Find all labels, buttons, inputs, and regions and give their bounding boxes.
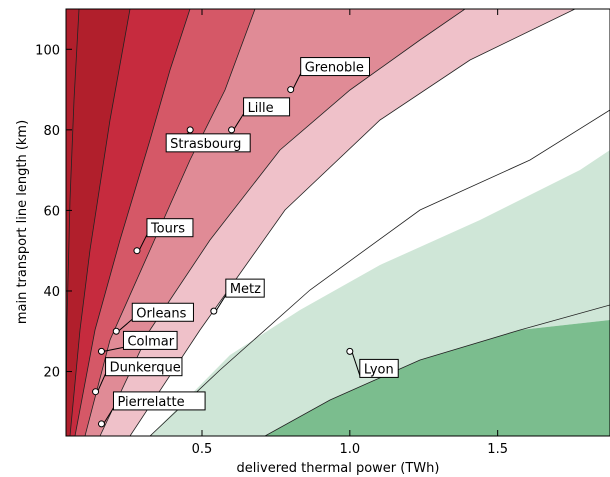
city-arrow: [292, 73, 302, 90]
contour-line-5: [129, 9, 576, 436]
x-axis: 0.5 1.0 1.5: [192, 9, 508, 457]
city-arrow: [117, 318, 133, 332]
contour-band-1: [66, 9, 130, 436]
y-tick-label: 40: [43, 285, 60, 300]
contour-line-6: [149, 109, 610, 436]
city-arrow: [351, 351, 361, 376]
city-label-box: [105, 357, 183, 377]
y-tick-label: 100: [35, 43, 60, 58]
city-arrow: [138, 234, 148, 251]
x-tick-label: 0.5: [192, 442, 213, 457]
city-marker: [210, 307, 218, 315]
y-tick-label: 60: [43, 204, 60, 219]
x-tick-label: 1.0: [339, 442, 360, 457]
contour-line-7: [264, 304, 610, 436]
city-marker: [92, 388, 100, 396]
city-arrow: [97, 373, 107, 392]
contour-band-7: [150, 150, 610, 436]
city-annotations: Grenoble Lille Strasbourg Tours Metz Orleans C…: [92, 57, 399, 428]
city-label: Colmar: [127, 334, 174, 349]
city-annotation: Grenoble: [287, 57, 370, 94]
city-label-box: [300, 57, 370, 77]
city-arrow: [233, 113, 244, 131]
contour-line-1: [69, 9, 131, 436]
contour-line-0: [66, 9, 80, 431]
contour-band-6: [130, 9, 610, 436]
city-label: Metz: [230, 282, 261, 297]
contour-band-3: [75, 9, 255, 436]
city-label: Lille: [248, 101, 274, 116]
city-annotation: Tours: [133, 218, 194, 255]
city-label: Lyon: [364, 362, 394, 377]
city-label: Orleans: [136, 306, 186, 321]
contour-band-8: [265, 320, 610, 436]
contour-band-2: [70, 9, 190, 436]
city-marker: [133, 247, 141, 255]
x-tick-label: 1.5: [487, 442, 508, 457]
city-annotation: Lyon: [346, 347, 399, 378]
city-arrow: [103, 346, 124, 352]
city-marker: [97, 420, 105, 428]
city-marker: [287, 86, 295, 94]
x-axis-label: delivered thermal power (TWh): [237, 461, 440, 476]
contour-line-2: [74, 9, 191, 436]
city-annotation: Colmar: [97, 330, 178, 355]
contour-band-4: [85, 9, 465, 436]
city-annotation: Strasbourg: [165, 126, 251, 153]
city-arrow: [215, 294, 227, 312]
city-label-box: [146, 218, 194, 238]
city-label-box: [112, 391, 206, 411]
y-axis-label: main transport line length (km): [15, 120, 30, 324]
y-axis: 20 40 60 80 100: [35, 43, 72, 381]
city-label-box: [165, 133, 251, 153]
city-label: Grenoble: [305, 61, 364, 76]
city-arrow: [103, 407, 114, 425]
contour-lines: [66, 9, 610, 436]
city-label: Dunkerque: [110, 361, 181, 376]
city-label: Pierrelatte: [117, 395, 184, 410]
plot-frame: [65, 8, 610, 437]
city-label-box: [122, 330, 178, 350]
contour-line-3: [84, 9, 256, 436]
city-marker: [346, 347, 354, 355]
city-annotation: Lille: [228, 97, 291, 134]
city-label-box: [225, 278, 265, 298]
y-tick-label: 20: [43, 366, 60, 381]
city-marker: [112, 327, 120, 335]
city-annotation: Pierrelatte: [97, 391, 206, 428]
city-label: Strasbourg: [170, 137, 241, 152]
city-label: Tours: [150, 222, 185, 237]
city-annotation: Dunkerque: [92, 357, 183, 396]
contour-line-4: [99, 9, 466, 436]
city-marker: [228, 126, 236, 134]
city-annotation: Metz: [210, 278, 265, 315]
city-marker: [186, 126, 194, 134]
city-marker: [97, 347, 105, 355]
city-label-box: [243, 97, 291, 117]
y-tick-label: 80: [43, 124, 60, 139]
city-label-box: [359, 358, 399, 378]
city-annotation: Orleans: [112, 302, 194, 335]
city-label-box: [131, 302, 194, 322]
